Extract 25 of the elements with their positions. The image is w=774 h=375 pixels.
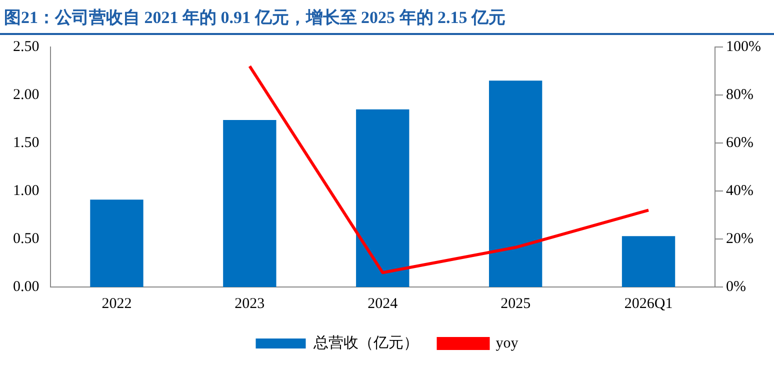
- y2-tick-label: 80%: [726, 86, 754, 103]
- x-tick-label: 2022: [102, 296, 132, 312]
- x-tick-label: 2024: [368, 296, 398, 312]
- bar: [356, 109, 410, 287]
- x-tick-label: 2026Q1: [624, 296, 673, 312]
- bar: [90, 200, 144, 287]
- bar: [223, 120, 276, 287]
- y2-tick-label: 0%: [726, 278, 746, 295]
- y-tick-label: 1.50: [13, 134, 40, 151]
- bar: [488, 80, 542, 287]
- y-tick-label: 2.50: [13, 38, 40, 55]
- y-tick-label: 0.00: [13, 278, 40, 295]
- legend-label: 总营收（亿元）: [312, 334, 418, 352]
- bar: [622, 236, 676, 287]
- x-tick-label: 2025: [500, 296, 531, 312]
- y2-tick-label: 60%: [726, 134, 754, 151]
- y2-tick-label: 20%: [726, 230, 754, 247]
- y2-tick-label: 40%: [726, 182, 754, 199]
- y2-tick-label: 100%: [726, 38, 762, 55]
- y-tick-label: 1.00: [13, 182, 40, 199]
- y-tick-label: 0.50: [13, 230, 40, 247]
- chart-title: 图21：公司营收自 2021 年的 0.91 亿元，增长至 2025 年的 2.15 亿元: [0, 0, 774, 35]
- y-tick-label: 2.00: [13, 86, 40, 103]
- x-tick-label: 2023: [234, 296, 265, 312]
- legend-label: yoy: [496, 335, 519, 352]
